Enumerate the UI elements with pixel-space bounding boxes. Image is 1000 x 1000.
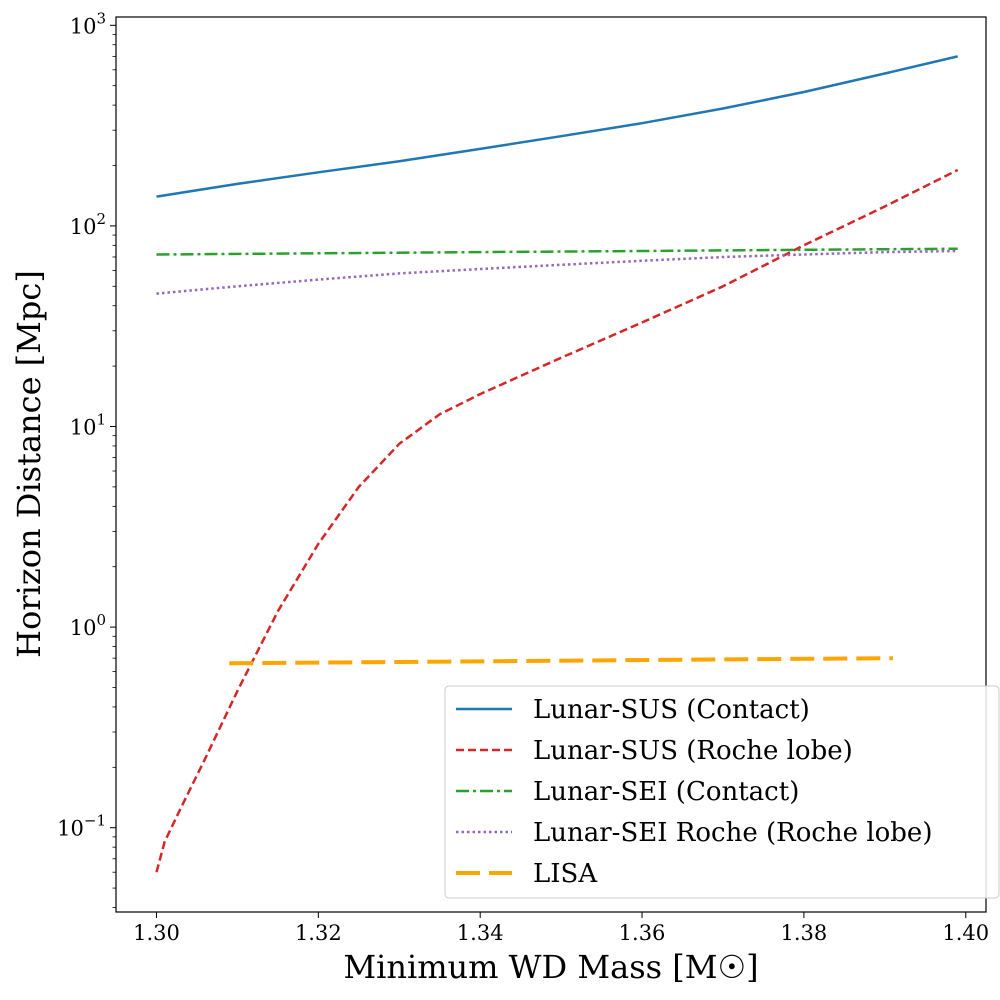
y-axis-ticks: 10−1 100 101 102 103 [57,9,116,841]
y-tick-label: 103 [70,9,106,38]
y-tick-label: 100 [70,611,106,640]
legend-label: Lunar-SUS (Roche lobe) [533,736,853,766]
x-axis-ticks: 1.30 1.32 1.34 1.36 1.38 1.40 [133,912,989,945]
series-line-lunar-sus-contact [156,55,958,198]
series-line-lunar-sus-roche-lobe [155,168,959,873]
x-tick-label: 1.32 [295,921,342,945]
x-tick-label: 1.36 [619,921,666,945]
legend-label: Lunar-SEI (Contact) [533,777,799,807]
legend-label: Lunar-SUS (Contact) [533,695,810,725]
series-layer [155,55,959,873]
x-tick-label: 1.34 [457,921,504,945]
series-line-lisa [229,656,893,666]
y-tick-label: 101 [70,411,106,440]
series-line-lunar-sei-contact [156,247,958,256]
series-line-lunar-sei-roche-roche-lobe [156,249,958,295]
legend-label: LISA [533,859,598,889]
y-tick-label: 102 [70,210,106,239]
x-axis-label: Minimum WD Mass [M☉] [343,948,758,986]
legend: Lunar-SUS (Contact) Lunar-SUS (Roche lobe… [444,685,1000,899]
y-tick-label: 10−1 [57,812,106,841]
legend-box [444,685,1000,899]
x-tick-label: 1.40 [942,921,989,945]
legend-label: Lunar-SEI Roche (Roche lobe) [533,818,932,848]
x-tick-label: 1.30 [133,921,180,945]
y-axis-label: Horizon Distance [Mpc] [10,270,48,658]
x-tick-label: 1.38 [781,921,828,945]
plot-frame [115,16,987,913]
